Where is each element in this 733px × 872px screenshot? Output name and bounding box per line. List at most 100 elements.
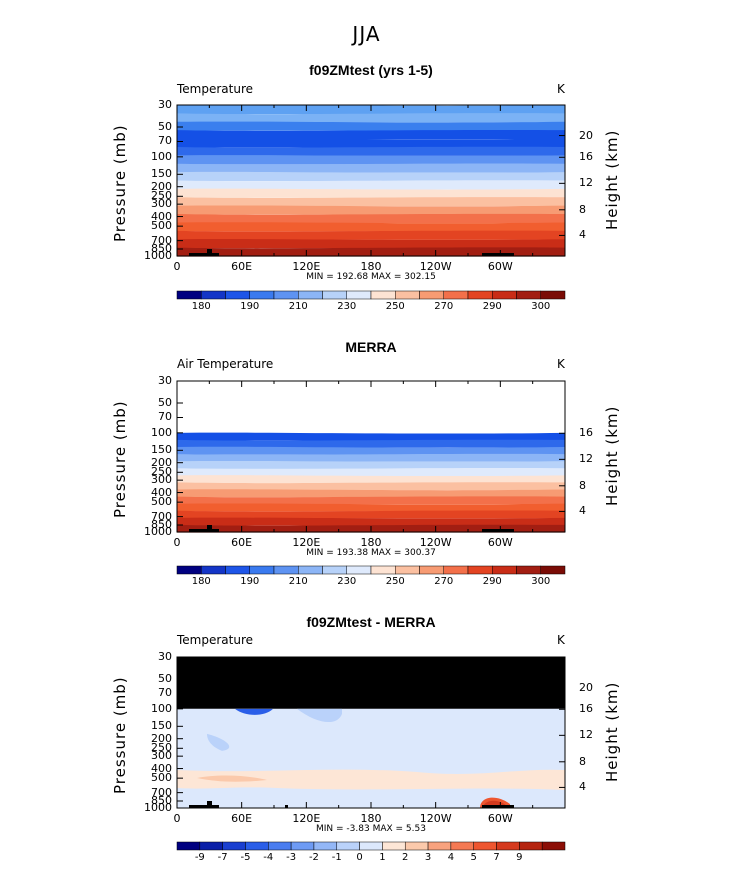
colorbar-label: 210 [288, 301, 308, 312]
colorbar-label: 230 [337, 576, 357, 587]
y-tick-label: 400 [151, 485, 172, 499]
contour-band [177, 496, 565, 505]
contour-band [177, 180, 565, 190]
colorbar-box [245, 841, 269, 851]
x-tick-label: 180 [360, 536, 382, 549]
x-tick-label: 0 [173, 260, 181, 273]
height-tick-label: 12 [579, 176, 593, 190]
units-label: K [557, 357, 565, 371]
colorbar-label: 180 [191, 576, 211, 587]
left-label: Temperature [177, 82, 254, 96]
contour-band [177, 113, 565, 123]
contour-band [177, 205, 565, 215]
colorbar-label: -5 [240, 852, 251, 863]
colorbar-box [249, 565, 275, 575]
y-tick-label: 250 [151, 465, 172, 479]
y-tick-label: 200 [151, 731, 172, 745]
contour-band [177, 446, 565, 455]
height-tick-label: 4 [579, 228, 586, 242]
colorbar-label: 5 [470, 852, 477, 863]
topography [189, 805, 219, 808]
colorbar-box [322, 565, 347, 575]
topography [189, 529, 219, 532]
colorbar-box [419, 290, 444, 300]
colorbar-label: 3 [424, 852, 432, 863]
y-tick-label: 30 [158, 374, 172, 387]
colorbar-box [541, 841, 566, 851]
colorbar-box [382, 841, 406, 851]
contour-band [177, 468, 565, 476]
height-tick-label: 16 [579, 702, 593, 716]
y-tick-label: 70 [158, 686, 172, 700]
contour-band [207, 733, 230, 751]
colorbar-label: -2 [308, 852, 319, 863]
contour-band [177, 489, 565, 498]
x-tick-label: 60W [487, 536, 513, 549]
y-tick-label: 1000 [144, 249, 172, 262]
contour-band [177, 510, 565, 519]
x-tick-label: 60E [231, 812, 253, 825]
contour-band [177, 239, 565, 249]
topography [482, 805, 514, 808]
y-tick-label: 250 [151, 741, 172, 755]
x-tick-label: 120W [419, 812, 452, 825]
colorbar-box [473, 841, 497, 851]
x-tick-label: 120E [292, 812, 321, 825]
contour-band [177, 708, 565, 808]
colorbar-box [443, 565, 469, 575]
colorbar-box [298, 290, 323, 300]
x-tick-label: 60E [231, 260, 253, 273]
contour-band [177, 482, 565, 491]
y-axis-title: Pressure (mb) [111, 676, 129, 794]
colorbar-box [313, 841, 338, 851]
colorbar-box [273, 565, 299, 575]
colorbar-label: -3 [286, 852, 297, 863]
height-tick-label: 12 [579, 452, 593, 466]
height-tick-label: 16 [579, 426, 593, 440]
contour-band [483, 800, 507, 806]
colorbar-box [404, 841, 429, 851]
y-tick-label: 700 [151, 509, 172, 523]
y-tick-label: 100 [151, 425, 172, 439]
colorbar-box [298, 565, 323, 575]
colorbar-box [467, 290, 493, 300]
colorbar-box [273, 290, 299, 300]
colorbar-box [370, 565, 396, 575]
colorbar-label: 180 [191, 301, 211, 312]
y-tick-label: 100 [151, 149, 172, 163]
y-tick-label: 200 [151, 455, 172, 469]
plot-area [176, 104, 566, 257]
colorbar-box [249, 290, 275, 300]
colorbar-label: -4 [263, 852, 274, 863]
chart-title: f09ZMtest (yrs 1-5) [309, 62, 433, 78]
height-tick-label: 8 [579, 202, 586, 216]
colorbar-box [268, 841, 292, 851]
colorbar-label: 250 [385, 576, 405, 587]
colorbar-label: 190 [240, 301, 260, 312]
x-tick-label: 60E [231, 536, 253, 549]
x-tick-label: 0 [173, 536, 181, 549]
plot-area [176, 656, 566, 809]
colorbar-box [492, 565, 517, 575]
x-tick-label: 0 [173, 812, 181, 825]
colorbar-box [199, 841, 223, 851]
colorbar-box [176, 841, 201, 851]
contour-band [177, 503, 565, 512]
colorbar-box [516, 565, 541, 575]
y-tick-label: 50 [158, 671, 172, 685]
colorbar-box [346, 565, 372, 575]
y-tick-label: 300 [151, 197, 172, 211]
y-tick-label: 300 [151, 749, 172, 763]
colorbar-label: -7 [217, 852, 228, 863]
y-tick-label: 150 [151, 167, 172, 181]
colorbar [176, 290, 566, 300]
colorbar-box [370, 290, 396, 300]
x-tick-label: 180 [360, 812, 382, 825]
colorbar [176, 841, 566, 851]
colorbar-label: 4 [447, 852, 455, 863]
colorbar-box [540, 290, 566, 300]
contour-band [235, 708, 273, 715]
contour-band [177, 163, 565, 173]
colorbar-label: 300 [531, 301, 551, 312]
supertitle: JJA [352, 22, 381, 46]
